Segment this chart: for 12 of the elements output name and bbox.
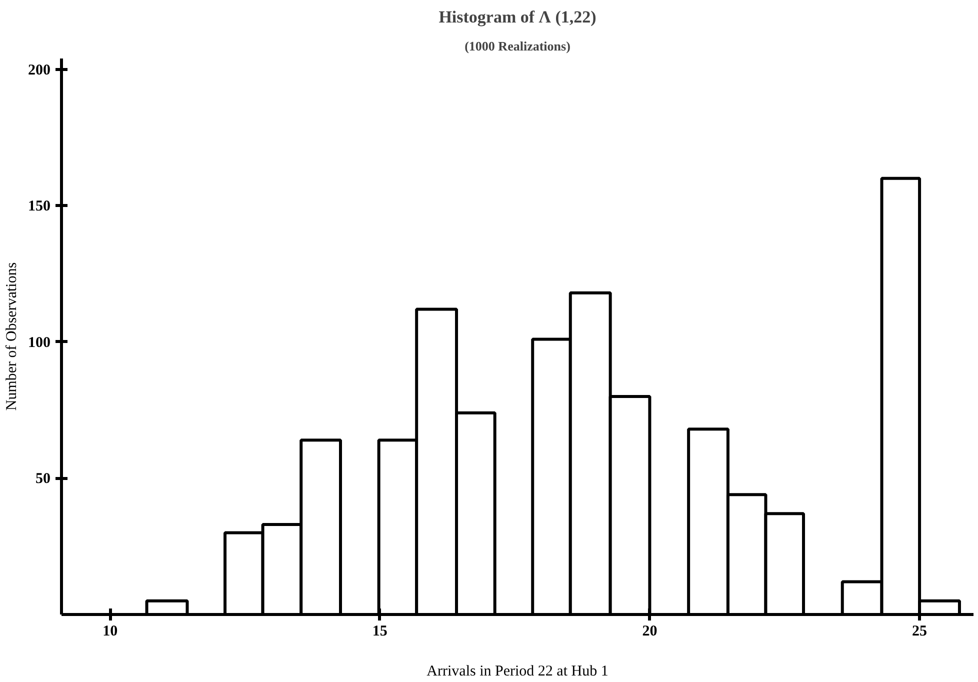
y-tick-label: 150 [28,198,50,215]
x-axis-title: Arrivals in Period 22 at Hub 1 [426,664,608,680]
y-tick-label: 100 [28,334,50,351]
x-tick-label: 25 [912,624,928,640]
x-tick-label: 15 [372,624,388,640]
x-tick-label: 20 [642,624,658,640]
x-tick-label: 10 [102,624,118,640]
chart-title: Histogram of Λ (1,22) [438,8,596,26]
chart-subtitle: (1000 Realizations) [464,38,570,54]
y-tick-label: 200 [28,62,50,78]
y-axis-title: Number of Observations [4,262,20,411]
y-tick-label: 50 [36,471,50,488]
